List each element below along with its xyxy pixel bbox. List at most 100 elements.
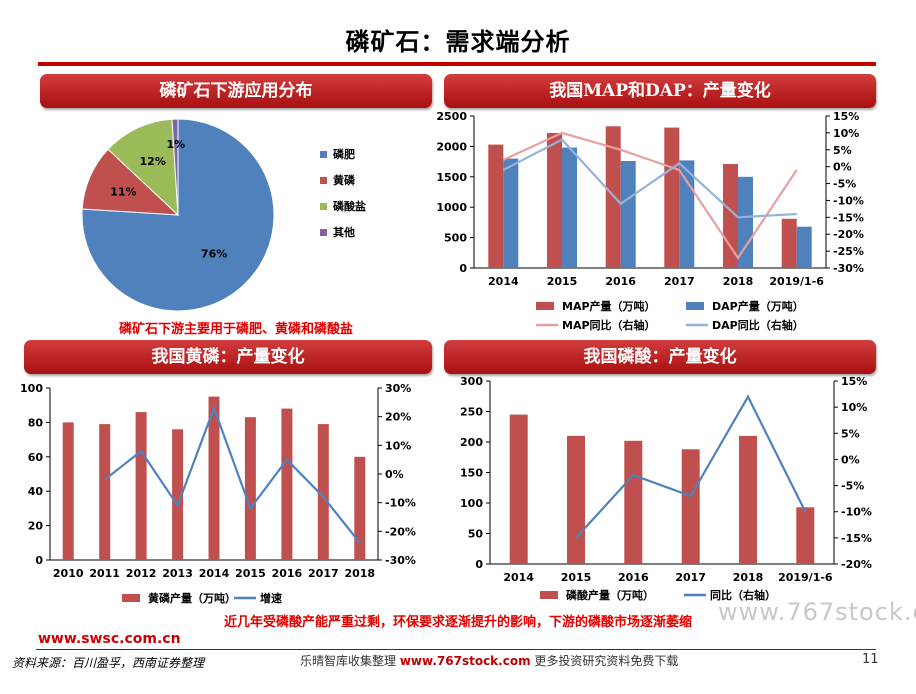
legend-swatch bbox=[686, 302, 704, 310]
legend-label: DAP产量（万吨） bbox=[712, 299, 804, 313]
x-axis-tick-label: 2013 bbox=[162, 567, 193, 580]
legend-swatch bbox=[536, 302, 554, 310]
left-axis-tick-label: 250 bbox=[460, 406, 483, 419]
legend-label: 黄磷产量（万吨） bbox=[148, 591, 236, 605]
pie-legend-label: 其他 bbox=[333, 225, 355, 239]
series-line bbox=[575, 394, 807, 539]
bar bbox=[781, 218, 797, 268]
bar bbox=[567, 435, 585, 564]
x-axis-tick-label: 2016 bbox=[272, 567, 303, 580]
x-axis-tick-label: 2015 bbox=[547, 275, 578, 288]
source-note: 资料来源：百川盈孚，西南证券整理 bbox=[12, 656, 205, 670]
bar bbox=[62, 422, 74, 560]
right-axis-tick-label: -5% bbox=[833, 178, 856, 191]
x-axis-tick-label: 2016 bbox=[618, 571, 649, 584]
left-axis-tick-label: 60 bbox=[28, 451, 44, 464]
bar bbox=[172, 429, 184, 560]
pie-legend-swatch bbox=[320, 151, 327, 158]
x-axis-tick-label: 2015 bbox=[235, 567, 266, 580]
bar bbox=[679, 160, 695, 268]
footer-promo-text-a: 乐晴智库收集整理 bbox=[300, 654, 397, 668]
legend-swatch bbox=[540, 591, 558, 599]
legend-label: 磷酸产量（万吨） bbox=[566, 588, 654, 602]
x-axis-tick-label: 2011 bbox=[89, 567, 120, 580]
bar bbox=[547, 133, 562, 268]
bottom-caption: 近几年受磷酸产能严重过剩，环保要求逐渐提升的影响，下游的磷酸市场逐渐萎缩 bbox=[223, 615, 692, 630]
pie-legend-swatch bbox=[320, 177, 327, 184]
legend-label: 同比（右轴） bbox=[710, 588, 776, 602]
left-axis-tick-label: 1500 bbox=[436, 171, 467, 184]
right-axis-tick-label: -15% bbox=[833, 211, 864, 224]
bar bbox=[739, 435, 757, 564]
right-axis-tick-label: 30% bbox=[385, 382, 411, 395]
right-axis-tick-label: 10% bbox=[385, 439, 411, 452]
bar bbox=[796, 507, 815, 564]
left-axis-tick-label: 150 bbox=[460, 467, 483, 480]
legend-label: MAP同比（右轴） bbox=[562, 318, 656, 332]
pie-slice-2 bbox=[107, 118, 179, 217]
yellow-phosphorus-panel-header: 我国黄磷：产量变化 bbox=[24, 340, 432, 374]
left-axis-tick-label: 50 bbox=[468, 528, 484, 541]
right-axis-tick-label: 10% bbox=[841, 401, 867, 414]
left-axis-tick-label: 40 bbox=[28, 485, 44, 498]
right-axis-tick-label: 15% bbox=[841, 375, 867, 388]
right-axis-tick-label: 10% bbox=[833, 127, 859, 140]
right-axis-tick-label: 15% bbox=[833, 110, 859, 123]
x-axis-tick-label: 2017 bbox=[675, 571, 706, 584]
right-axis-tick-label: -10% bbox=[833, 194, 864, 207]
x-axis-tick-label: 2017 bbox=[308, 567, 339, 580]
left-axis-tick-label: 0 bbox=[459, 262, 467, 275]
bar bbox=[354, 456, 366, 560]
right-axis-tick-label: -20% bbox=[841, 558, 872, 571]
left-axis-tick-label: 300 bbox=[460, 375, 483, 388]
left-axis-tick-label: 2000 bbox=[436, 140, 467, 153]
pie-slice-label: 1% bbox=[166, 138, 185, 151]
pie-legend-label: 黄磷 bbox=[333, 173, 356, 187]
footer-promo-text-b: 更多投资研究资料免费下载 bbox=[534, 654, 679, 668]
footer-promo-url[interactable]: www.767stock.com bbox=[399, 654, 531, 668]
right-axis-tick-label: 20% bbox=[385, 411, 411, 424]
bar bbox=[317, 424, 329, 560]
pie-slice-3 bbox=[171, 118, 179, 216]
right-axis-tick-label: -30% bbox=[833, 262, 864, 275]
right-axis-tick-label: -10% bbox=[385, 497, 416, 510]
legend-label: MAP产量（万吨） bbox=[562, 299, 656, 313]
x-axis-tick-label: 2018 bbox=[723, 275, 754, 288]
phosphoric-acid-panel-header: 我国磷酸：产量变化 bbox=[444, 340, 876, 374]
x-axis-tick-label: 2014 bbox=[488, 275, 519, 288]
series-line bbox=[502, 138, 797, 219]
watermark: www.767stock.co bbox=[718, 598, 916, 626]
left-axis-tick-label: 1000 bbox=[436, 201, 467, 214]
legend-swatch bbox=[122, 594, 140, 602]
right-axis-tick-label: -25% bbox=[833, 245, 864, 258]
pie-legend-label: 磷肥 bbox=[333, 147, 355, 161]
footer-url[interactable]: www.swsc.com.cn bbox=[38, 631, 181, 647]
phosphoric-acid-chart: 0 50 100 150 200 250 300 -20% -15% -10% -5% 0% 5% 10%… bbox=[460, 375, 872, 602]
pie-panel-header: 磷矿石下游应用分布 bbox=[40, 74, 432, 108]
footer-promo: 乐晴智库收集整理 www.767stock.com 更多投资研究资料免费下载 bbox=[300, 652, 678, 669]
x-axis-tick-label: 2017 bbox=[664, 275, 695, 288]
right-axis-tick-label: 5% bbox=[833, 144, 852, 157]
left-axis-tick-label: 80 bbox=[28, 416, 44, 429]
right-axis-tick-label: -15% bbox=[841, 532, 872, 545]
x-axis-tick-label: 2018 bbox=[344, 567, 375, 580]
footer-rule bbox=[36, 649, 876, 650]
x-axis-tick-label: 2014 bbox=[503, 571, 534, 584]
pie-caption: 磷矿石下游主要用于磷肥、黄磷和磷酸盐 bbox=[118, 322, 353, 337]
bar bbox=[488, 144, 504, 268]
bar bbox=[620, 161, 636, 268]
pie-slice-label: 76% bbox=[201, 248, 227, 261]
legend-label: 增速 bbox=[260, 591, 282, 605]
left-axis-tick-label: 0 bbox=[35, 554, 43, 567]
pie-slice-label: 12% bbox=[140, 155, 166, 168]
bar bbox=[681, 449, 700, 564]
x-axis-tick-label: 2019/1-6 bbox=[769, 275, 824, 288]
pie-slice-label: 11% bbox=[110, 185, 136, 198]
pie-legend-label: 磷酸盐 bbox=[333, 199, 366, 213]
bar bbox=[738, 176, 753, 268]
right-axis-tick-label: -20% bbox=[385, 525, 416, 538]
left-axis-tick-label: 200 bbox=[460, 436, 483, 449]
left-axis-tick-label: 500 bbox=[444, 232, 467, 245]
right-axis-tick-label: -5% bbox=[841, 480, 864, 493]
